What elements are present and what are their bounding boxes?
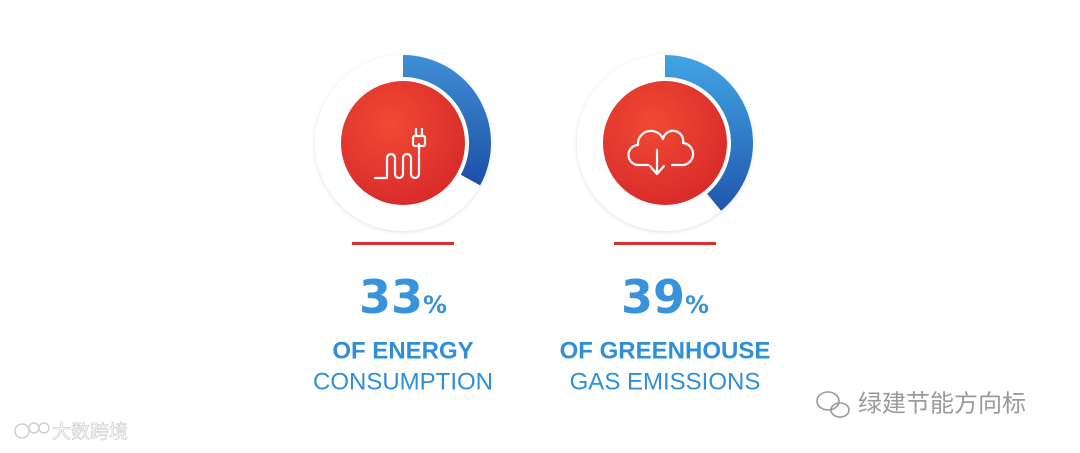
label-subtitle: GAS EMISSIONS: [570, 368, 761, 395]
plug-icon: [373, 127, 427, 180]
watermark-logo: [14, 422, 50, 439]
value-label: 33%: [359, 270, 447, 324]
value-label: 39%: [621, 270, 709, 324]
cloud-icon: [627, 129, 695, 176]
wechat-icon: [816, 391, 850, 418]
watermark: 绿建节能方向标: [858, 390, 1026, 417]
underline: [614, 242, 716, 245]
gauge-arc: [403, 55, 491, 186]
charts: 33% OF ENERGY CONSUMPTION 39% OF GREENHOUSE G…: [313, 55, 770, 395]
gauge-arc: [665, 55, 754, 211]
icon-circle: [341, 81, 465, 205]
watermark: 大数跨境: [52, 421, 128, 443]
underline: [352, 242, 454, 245]
label-title: OF GREENHOUSE: [560, 337, 771, 364]
label-title: OF ENERGY: [332, 337, 473, 364]
icon-circle: [603, 81, 727, 205]
label-subtitle: CONSUMPTION: [313, 368, 493, 395]
